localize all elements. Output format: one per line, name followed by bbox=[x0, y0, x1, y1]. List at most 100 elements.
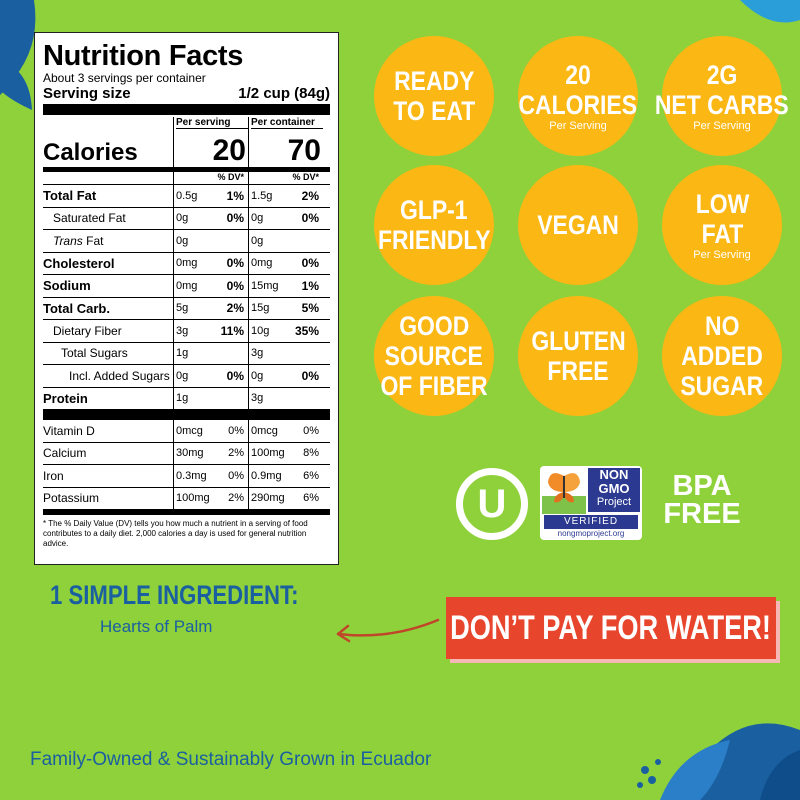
micronutrient-label: Vitamin D bbox=[43, 423, 95, 438]
feature-badge: VEGAN bbox=[518, 165, 638, 285]
nutrient-amount: 15g bbox=[248, 297, 285, 319]
nutrient-row: Total Sugars 1g 3g bbox=[43, 342, 330, 365]
micronutrient-dv: 2% bbox=[228, 447, 244, 460]
badge-text: TO EAT bbox=[392, 96, 476, 126]
micronutrient-dv: 2% bbox=[228, 492, 244, 505]
nutrient-dv: 2% bbox=[226, 301, 244, 316]
feature-badge: 20 CALORIES Per Serving bbox=[518, 36, 638, 156]
micronutrient-rows: Vitamin D 0mcg 0% 0mcg 0% Calcium 30mg 2% 100mg 8… bbox=[43, 420, 330, 510]
micronutrient-row: Potassium 100mg 2% 290mg 6% bbox=[43, 487, 330, 510]
micronutrient-row: Vitamin D 0mcg 0% 0mcg 0% bbox=[43, 420, 330, 443]
calories-label: Calories bbox=[43, 139, 138, 166]
nutrient-amount: 0g bbox=[248, 230, 285, 252]
serving-size-value: 1/2 cup (84g) bbox=[238, 85, 330, 102]
servings-per-container: About 3 servings per container bbox=[43, 71, 206, 85]
bpa-text: BPA bbox=[672, 470, 732, 502]
nutrient-row: Trans Fat 0g 0g bbox=[43, 230, 330, 253]
bpa-free-label: BPA FREE bbox=[660, 470, 744, 529]
badge-subtext: Per Serving bbox=[549, 119, 607, 132]
badge-text: NO bbox=[704, 311, 740, 341]
micronutrient-amount: 290mg bbox=[248, 487, 285, 509]
non-gmo-url: nongmoproject.org bbox=[557, 529, 625, 538]
nutrient-label: Incl. Added Sugars bbox=[69, 368, 170, 383]
micronutrient-dv: 0% bbox=[228, 469, 244, 482]
nutrient-row: Cholesterol 0mg 0% 0mg 0% bbox=[43, 252, 330, 275]
divider-med bbox=[43, 510, 330, 515]
badge-text: 2G bbox=[706, 59, 738, 90]
feature-badge: NO ADDED SUGAR bbox=[662, 296, 782, 416]
nutrient-amount: 0mg bbox=[248, 252, 285, 274]
micronutrient-row: Calcium 30mg 2% 100mg 8% bbox=[43, 442, 330, 465]
nutrient-dv: 0% bbox=[226, 256, 244, 271]
badge-text: FREE bbox=[547, 356, 609, 386]
non-gmo-top: NON GMO Project bbox=[540, 466, 642, 514]
nutrient-label: Total Sugars bbox=[61, 346, 128, 361]
badge-text: READY bbox=[393, 66, 475, 96]
leaf-decoration-top-left bbox=[0, 0, 36, 110]
nutrient-amount: 0.5g bbox=[173, 185, 210, 207]
badge-text: FRIENDLY bbox=[377, 225, 491, 255]
nutrient-dv: 1% bbox=[226, 188, 244, 203]
nutrient-row: Incl. Added Sugars 0g 0% 0g 0% bbox=[43, 365, 330, 388]
callout-banner: DON’T PAY FOR WATER! bbox=[446, 597, 776, 659]
non-gmo-badge: NON GMO Project VERIFIED nongmoproject.o… bbox=[540, 466, 642, 540]
micronutrient-amount: 30mg bbox=[173, 442, 210, 464]
nutrient-amount: 0g bbox=[173, 365, 210, 387]
per-container-header: Per container bbox=[251, 117, 323, 129]
nutrient-dv: 1% bbox=[301, 278, 319, 293]
micronutrient-row: Iron 0.3mg 0% 0.9mg 6% bbox=[43, 465, 330, 488]
nutrient-amount: 1.5g bbox=[248, 185, 285, 207]
dv-header-row: % DV* % DV* bbox=[43, 172, 330, 185]
micronutrient-amount: 0mcg bbox=[248, 420, 285, 442]
non-gmo-text-non: NON bbox=[599, 467, 629, 482]
badge-text: SOURCE bbox=[384, 341, 484, 371]
nutrient-amount: 1g bbox=[173, 387, 210, 409]
kosher-letter: U bbox=[477, 482, 507, 526]
nutrient-amount: 15mg bbox=[248, 275, 285, 297]
micronutrient-amount: 100mg bbox=[173, 487, 210, 509]
feature-badge: 2G NET CARBS Per Serving bbox=[655, 36, 789, 156]
calories-serving-value: 20 bbox=[212, 134, 246, 167]
nutrient-row: Dietary Fiber 3g 11% 10g 35% bbox=[43, 320, 330, 343]
nutrient-row: Total Carb. 5g 2% 15g 5% bbox=[43, 297, 330, 320]
nutrient-rows: Total Fat 0.5g 1% 1.5g 2% Saturated Fat 0g 0% 0g… bbox=[43, 185, 330, 410]
ingredient-title: 1 SIMPLE INGREDIENT: bbox=[50, 580, 299, 610]
micronutrient-label: Potassium bbox=[43, 491, 100, 506]
badge-text: SUGAR bbox=[680, 371, 764, 401]
nutrient-row: Sodium 0mg 0% 15mg 1% bbox=[43, 275, 330, 298]
non-gmo-label-box: NON GMO Project bbox=[588, 468, 640, 512]
badge-text: LOW bbox=[695, 188, 749, 219]
nutrient-row: Saturated Fat 0g 0% 0g 0% bbox=[43, 207, 330, 230]
nutrient-label: Total Carb. bbox=[43, 300, 110, 316]
badge-text: GLUTEN bbox=[530, 326, 626, 356]
leaf-decoration-bottom-right bbox=[637, 723, 800, 800]
per-serving-header: Per serving bbox=[176, 117, 248, 129]
divider-thick-2 bbox=[43, 410, 330, 420]
nutrient-amount: 3g bbox=[248, 342, 285, 364]
serving-size-row: Serving size 1/2 cup (84g) bbox=[43, 85, 330, 102]
nutrient-row: Total Fat 0.5g 1% 1.5g 2% bbox=[43, 185, 330, 208]
nutrient-amount: 0g bbox=[248, 365, 285, 387]
ingredient-name: Hearts of Palm bbox=[100, 617, 213, 636]
nutrient-amount: 5g bbox=[173, 297, 210, 319]
nutrition-facts-panel: Nutrition Facts About 3 servings per con… bbox=[34, 32, 339, 565]
micronutrient-label: Calcium bbox=[43, 446, 87, 461]
badge-text: CALORIES bbox=[518, 89, 638, 120]
nutrient-amount: 10g bbox=[248, 320, 285, 342]
nutrient-dv: 0% bbox=[226, 278, 244, 293]
arrow-left-icon bbox=[336, 618, 440, 643]
feature-badge: GOOD SOURCE OF FIBER bbox=[374, 296, 494, 416]
badge-text: OF FIBER bbox=[380, 371, 488, 401]
nutrient-label: Cholesterol bbox=[43, 255, 115, 271]
micronutrient-amount: 0.9mg bbox=[248, 465, 285, 487]
micronutrient-label: Iron bbox=[43, 468, 64, 483]
nutrient-label-text: Fat bbox=[86, 233, 104, 248]
butterfly-icon bbox=[542, 473, 586, 514]
nutrient-amount: 0mg bbox=[173, 252, 210, 274]
nutrient-amount: 3g bbox=[248, 387, 285, 409]
feature-badge: READY TO EAT bbox=[374, 36, 494, 156]
micronutrient-amount: 0mcg bbox=[173, 420, 210, 442]
serving-size-label: Serving size bbox=[43, 85, 131, 102]
nutrient-dv: 0% bbox=[226, 368, 244, 383]
badge-text: ADDED bbox=[681, 341, 763, 371]
